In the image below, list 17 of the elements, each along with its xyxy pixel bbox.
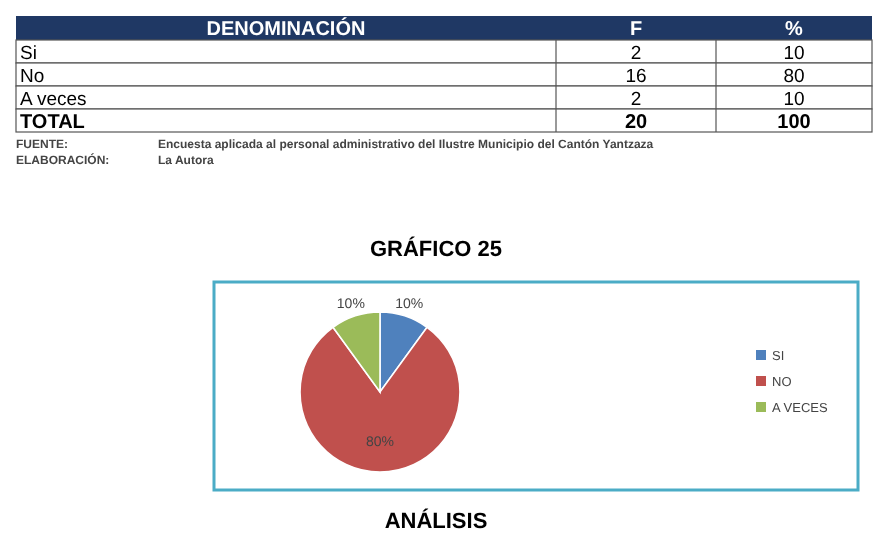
category-label: Si <box>20 43 37 65</box>
text: 16 <box>625 66 647 88</box>
text: ANÁLISIS <box>384 508 488 534</box>
category-label: A veces <box>20 89 87 111</box>
text: 20 <box>624 112 648 134</box>
text: 2 <box>630 43 642 65</box>
text: 10 <box>783 43 805 65</box>
category-label: % <box>785 19 804 41</box>
text: 10 <box>783 89 805 111</box>
category-label: TOTAL <box>20 112 85 134</box>
text: 2 <box>630 89 642 111</box>
category-label: No <box>20 66 45 88</box>
text: DENOMINACIÓN <box>206 17 366 41</box>
text: 80 <box>783 66 805 88</box>
text: 100 <box>777 112 811 134</box>
category-label: F <box>629 19 643 41</box>
chart-title: GRÁFICO 25 <box>369 236 503 262</box>
